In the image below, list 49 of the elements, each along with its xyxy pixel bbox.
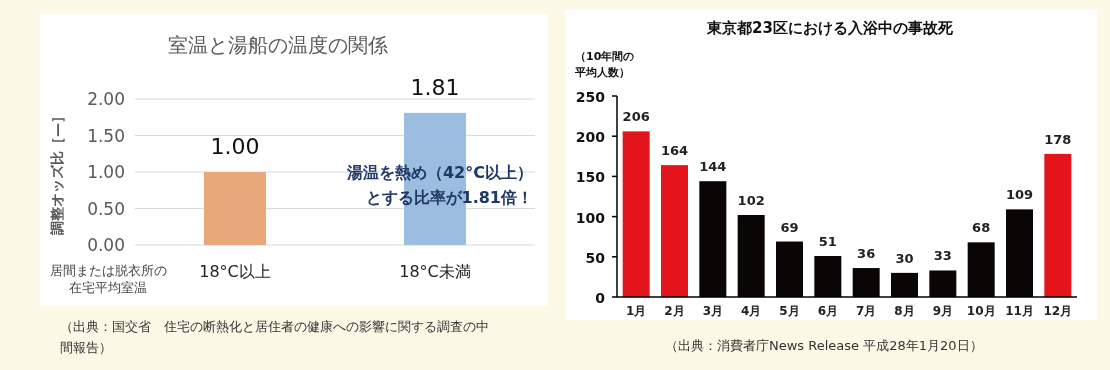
data-label: 51: [818, 234, 837, 249]
x-tick-label: 6月: [817, 304, 839, 318]
text: （出典：国交省 住宅の断熱化と居住者の健康への影響に関する調査の中間報告）: [60, 318, 490, 357]
x-tick-label: 3月: [702, 304, 724, 318]
bar: [661, 165, 688, 297]
x-tick-label: 5月: [779, 304, 800, 318]
x-tick-label: 18°C以上: [199, 262, 271, 281]
y-tick-label: 1.00: [87, 162, 125, 182]
x-tick-label: 10月: [966, 304, 996, 318]
data-label: 69: [780, 219, 799, 235]
y-tick-label: 50: [585, 249, 606, 266]
data-label: 33: [933, 248, 952, 264]
data-label: 109: [1005, 187, 1034, 203]
y-tick-label: 150: [575, 169, 606, 186]
data-label: 1.81: [410, 74, 460, 100]
y-tick-label: 100: [575, 209, 606, 226]
x-tick-label: 7月: [855, 304, 877, 318]
x-tick-label: 18°C未満: [399, 262, 471, 281]
y-tick-label: 250: [575, 89, 606, 105]
x-tick-label: 8月: [894, 304, 915, 318]
data-label: 68: [972, 220, 991, 236]
data-label: 30: [895, 250, 914, 266]
data-label: 206: [622, 109, 650, 125]
chart-title: 室温と湯船の温度の関係: [168, 33, 388, 57]
y-tick-label: 0.50: [87, 198, 125, 219]
data-label: 1.00: [210, 134, 260, 159]
y-tick-label: 2.00: [87, 89, 125, 109]
data-label: 36: [857, 246, 876, 262]
x-tick-label: 2月: [664, 304, 685, 318]
data-label: 102: [737, 192, 765, 208]
y-tick-label: 0: [595, 290, 606, 306]
chart-title: 東京都23区における入浴中の事故死: [706, 19, 954, 37]
bar: [1044, 153, 1072, 297]
y-tick-label: 0.00: [87, 235, 125, 255]
y-tick-label: 1.50: [87, 125, 125, 146]
bar: [622, 131, 650, 297]
x-tick-label: 1月: [625, 304, 647, 318]
x-tick-label: 11月: [1005, 304, 1034, 318]
data-label: 178: [1044, 131, 1072, 147]
y-axis-title: 調整オッズ比［—］: [49, 109, 65, 235]
x-tick-label: 12月: [1043, 304, 1073, 318]
x-tick-label: 4月: [740, 304, 762, 318]
x-axis-title: 居間または脱衣所の在宅平均室温: [49, 263, 167, 295]
text: （出典：消費者庁News Release 平成28年1月20日）: [665, 337, 984, 355]
y-axis-title: （10年間の平均人数）: [574, 50, 635, 79]
x-tick-label: 9月: [932, 304, 954, 318]
y-tick-label: 200: [575, 129, 606, 146]
data-label: 144: [699, 159, 727, 175]
data-label: 164: [660, 143, 689, 159]
